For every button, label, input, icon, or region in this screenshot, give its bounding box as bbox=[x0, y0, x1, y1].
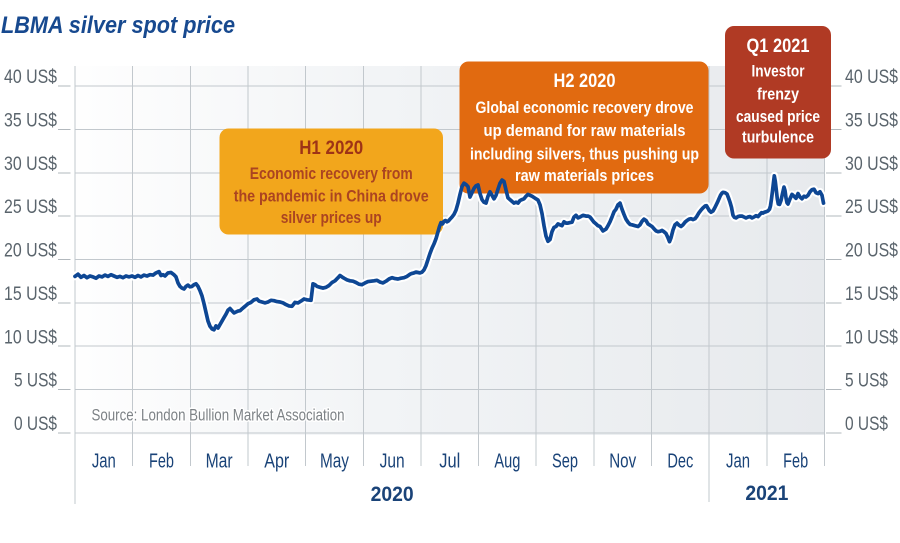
svg-text:Mar: Mar bbox=[206, 451, 233, 473]
svg-text:H2 2020: H2 2020 bbox=[554, 71, 616, 92]
svg-text:5 US$: 5 US$ bbox=[14, 371, 57, 392]
svg-text:Feb: Feb bbox=[149, 451, 174, 473]
svg-text:including silvers, thus pushin: including silvers, thus pushing up bbox=[470, 144, 699, 163]
svg-text:Feb: Feb bbox=[783, 451, 808, 473]
svg-text:25 US$: 25 US$ bbox=[845, 197, 898, 218]
svg-text:frenzy: frenzy bbox=[757, 85, 799, 104]
svg-text:Jan: Jan bbox=[726, 451, 750, 473]
svg-text:5 US$: 5 US$ bbox=[845, 371, 888, 392]
svg-text:0 US$: 0 US$ bbox=[14, 414, 57, 435]
svg-text:0 US$: 0 US$ bbox=[845, 414, 888, 435]
svg-text:Economic recovery from: Economic recovery from bbox=[250, 164, 413, 183]
svg-text:Q1 2021: Q1 2021 bbox=[747, 36, 810, 57]
svg-text:caused price: caused price bbox=[736, 107, 820, 126]
svg-text:raw materials prices: raw materials prices bbox=[515, 166, 654, 185]
svg-text:15 US$: 15 US$ bbox=[845, 284, 898, 305]
svg-text:Jun: Jun bbox=[380, 451, 405, 473]
svg-text:Source: London Bullion Market: Source: London Bullion Market Associatio… bbox=[92, 407, 345, 425]
svg-text:30 US$: 30 US$ bbox=[845, 154, 898, 175]
svg-text:2021: 2021 bbox=[745, 482, 788, 505]
svg-text:turbulence: turbulence bbox=[742, 128, 814, 147]
svg-text:35 US$: 35 US$ bbox=[4, 110, 57, 131]
svg-text:LBMA silver spot price: LBMA silver spot price bbox=[1, 12, 235, 39]
svg-text:Global economic recovery drove: Global economic recovery drove bbox=[476, 98, 694, 117]
svg-text:Dec: Dec bbox=[667, 451, 693, 473]
svg-text:silver prices up: silver prices up bbox=[281, 208, 382, 227]
svg-text:Sep: Sep bbox=[552, 451, 578, 473]
svg-text:10 US$: 10 US$ bbox=[4, 327, 57, 348]
svg-text:40 US$: 40 US$ bbox=[4, 67, 57, 88]
svg-text:35 US$: 35 US$ bbox=[845, 110, 898, 131]
svg-text:the pandemic in China drove: the pandemic in China drove bbox=[234, 187, 429, 206]
svg-text:25 US$: 25 US$ bbox=[4, 197, 57, 218]
svg-text:Investor: Investor bbox=[752, 62, 805, 81]
svg-text:2020: 2020 bbox=[371, 483, 414, 506]
svg-text:20 US$: 20 US$ bbox=[4, 241, 57, 262]
svg-text:Nov: Nov bbox=[609, 451, 636, 473]
svg-text:Jul: Jul bbox=[439, 451, 460, 473]
svg-text:H1 2020: H1 2020 bbox=[299, 138, 363, 159]
svg-text:Apr: Apr bbox=[264, 451, 289, 473]
svg-text:40 US$: 40 US$ bbox=[845, 67, 898, 88]
svg-text:15 US$: 15 US$ bbox=[4, 284, 57, 305]
svg-text:Aug: Aug bbox=[494, 451, 520, 473]
svg-text:Jan: Jan bbox=[92, 451, 116, 473]
svg-text:10 US$: 10 US$ bbox=[845, 327, 898, 348]
svg-text:May: May bbox=[320, 451, 349, 473]
svg-text:up demand for raw materials: up demand for raw materials bbox=[484, 121, 686, 140]
svg-text:30 US$: 30 US$ bbox=[4, 154, 57, 175]
svg-text:20 US$: 20 US$ bbox=[845, 241, 898, 262]
